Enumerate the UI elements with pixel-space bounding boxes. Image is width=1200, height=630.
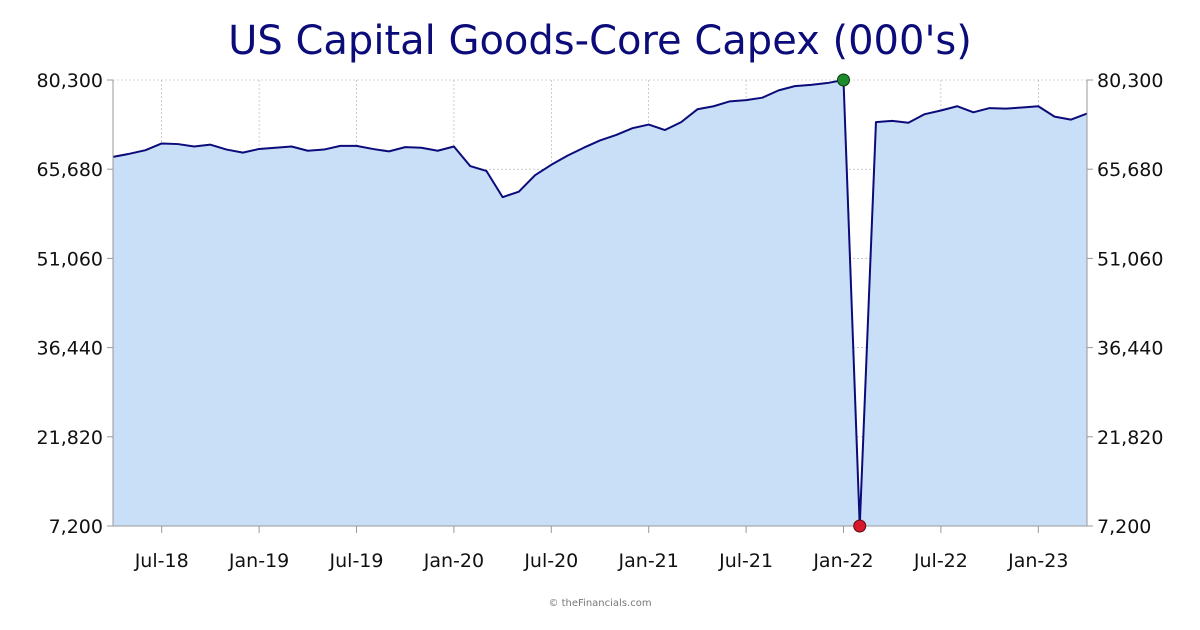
x-tick-label: Jan-20 [423, 550, 484, 572]
x-tick-label: Jul-18 [134, 550, 189, 572]
y-tick-label-left: 7,200 [49, 516, 103, 538]
y-tick-label-left: 65,680 [37, 159, 103, 181]
x-tick-label: Jul-19 [329, 550, 384, 572]
marker-layer [837, 73, 867, 533]
area-layer [112, 79, 1088, 527]
tick-label-layer: 7,200 7,200 21,820 21,820 36,440 36,440 51,060… [37, 70, 1164, 572]
y-tick-label-right: 51,060 [1097, 248, 1163, 270]
y-tick-label-right: 21,820 [1097, 427, 1163, 449]
min-value-marker [853, 519, 867, 533]
x-tick-label: Jul-20 [523, 550, 578, 572]
chart-title: US Capital Goods-Core Capex (000's) [228, 18, 972, 64]
axis-layer [107, 79, 1093, 533]
x-tick-label: Jul-22 [913, 550, 968, 572]
y-tick-label-left: 21,820 [37, 427, 103, 449]
max-value-marker [837, 73, 850, 87]
x-tick-label: Jan-19 [228, 550, 289, 572]
y-tick-label-left: 80,300 [37, 70, 103, 92]
x-tick-label: Jul-21 [718, 550, 773, 572]
series-line [112, 79, 1088, 527]
source-credit: © theFinancials.com [548, 598, 652, 609]
x-tick-label: Jan-22 [812, 550, 873, 572]
x-tick-label: Jan-21 [618, 550, 679, 572]
y-tick-label-right: 80,300 [1097, 70, 1163, 92]
area-fill [113, 80, 1087, 526]
y-tick-label-left: 36,440 [37, 338, 103, 360]
y-tick-label-right: 7,200 [1097, 516, 1151, 538]
x-tick-label: Jan-23 [1007, 550, 1068, 572]
y-tick-label-right: 36,440 [1097, 338, 1163, 360]
y-tick-label-left: 51,060 [37, 248, 103, 270]
y-tick-label-right: 65,680 [1097, 159, 1163, 181]
